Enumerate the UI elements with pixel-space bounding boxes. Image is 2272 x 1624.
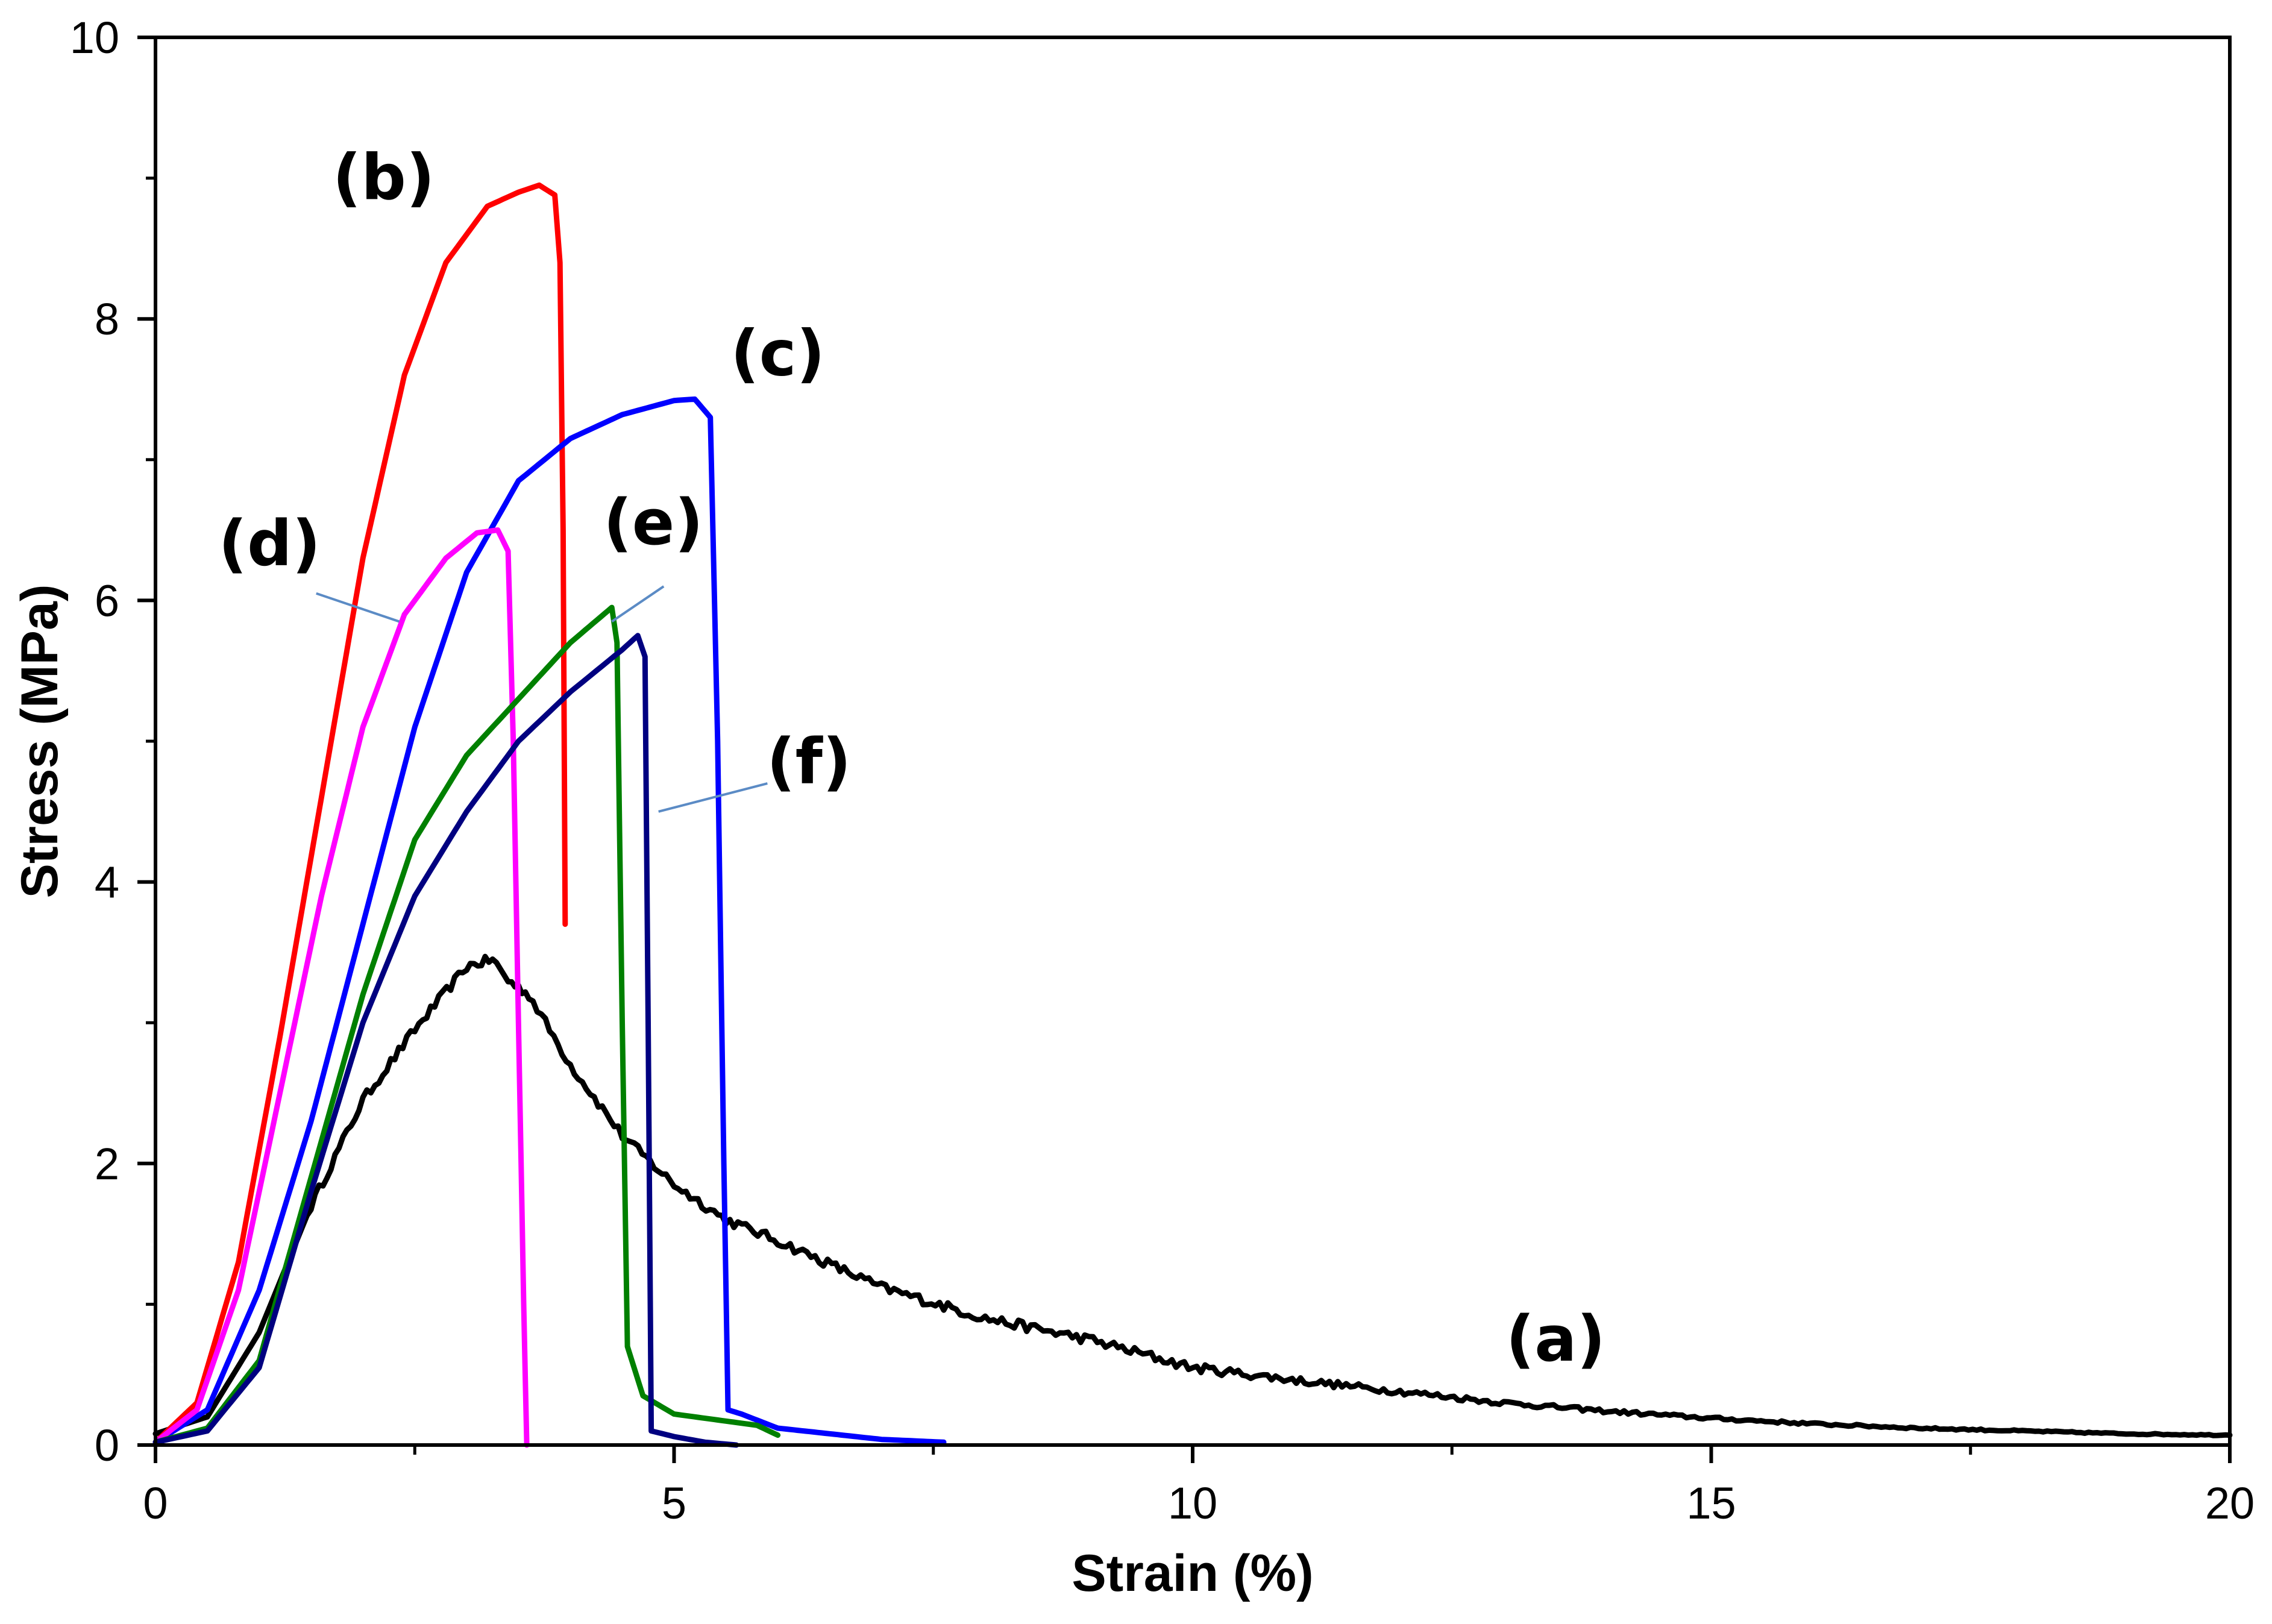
curves-group bbox=[152, 182, 2233, 1448]
y-tick-label: 4 bbox=[95, 857, 119, 908]
y-tick-label: 0 bbox=[95, 1420, 119, 1470]
x-axis-title: Strain (%) bbox=[1072, 1544, 1313, 1602]
leader-line-f bbox=[658, 782, 768, 813]
leader-line-e bbox=[611, 585, 665, 623]
x-tick-label: 5 bbox=[662, 1478, 686, 1528]
curve-label-e: (e) bbox=[603, 486, 703, 559]
curve-label-b: (b) bbox=[333, 141, 435, 215]
series-line-a bbox=[152, 953, 2233, 1438]
curve-label-d: (d) bbox=[219, 507, 321, 580]
series-line-c bbox=[152, 396, 947, 1445]
ticks-group: 0 5 10 15 20 0 2 4 6 8 10 bbox=[70, 13, 2255, 1528]
leader-line-d bbox=[316, 592, 400, 623]
y-tick-label: 6 bbox=[95, 575, 119, 625]
x-tick-label: 15 bbox=[1686, 1478, 1736, 1528]
curve-label-a: (a) bbox=[1506, 1302, 1605, 1376]
series-line-d bbox=[152, 527, 530, 1448]
series-line-f bbox=[152, 633, 739, 1448]
y-tick-label: 10 bbox=[70, 13, 119, 63]
x-tick-label: 20 bbox=[2205, 1478, 2255, 1528]
x-tick-label: 10 bbox=[1168, 1478, 1217, 1528]
x-tick-label: 0 bbox=[143, 1478, 168, 1528]
y-axis-title: Stress (MPa) bbox=[11, 585, 69, 898]
y-tick-label: 8 bbox=[95, 294, 119, 344]
annotations-group: (a) (b) (c) (d) (e) (f) bbox=[219, 141, 1605, 1376]
plot-frame bbox=[154, 36, 2232, 1447]
y-tick-label: 2 bbox=[95, 1139, 119, 1189]
curve-label-c: (c) bbox=[730, 317, 825, 390]
series-line-b bbox=[152, 182, 568, 1445]
curve-label-f: (f) bbox=[767, 725, 851, 798]
